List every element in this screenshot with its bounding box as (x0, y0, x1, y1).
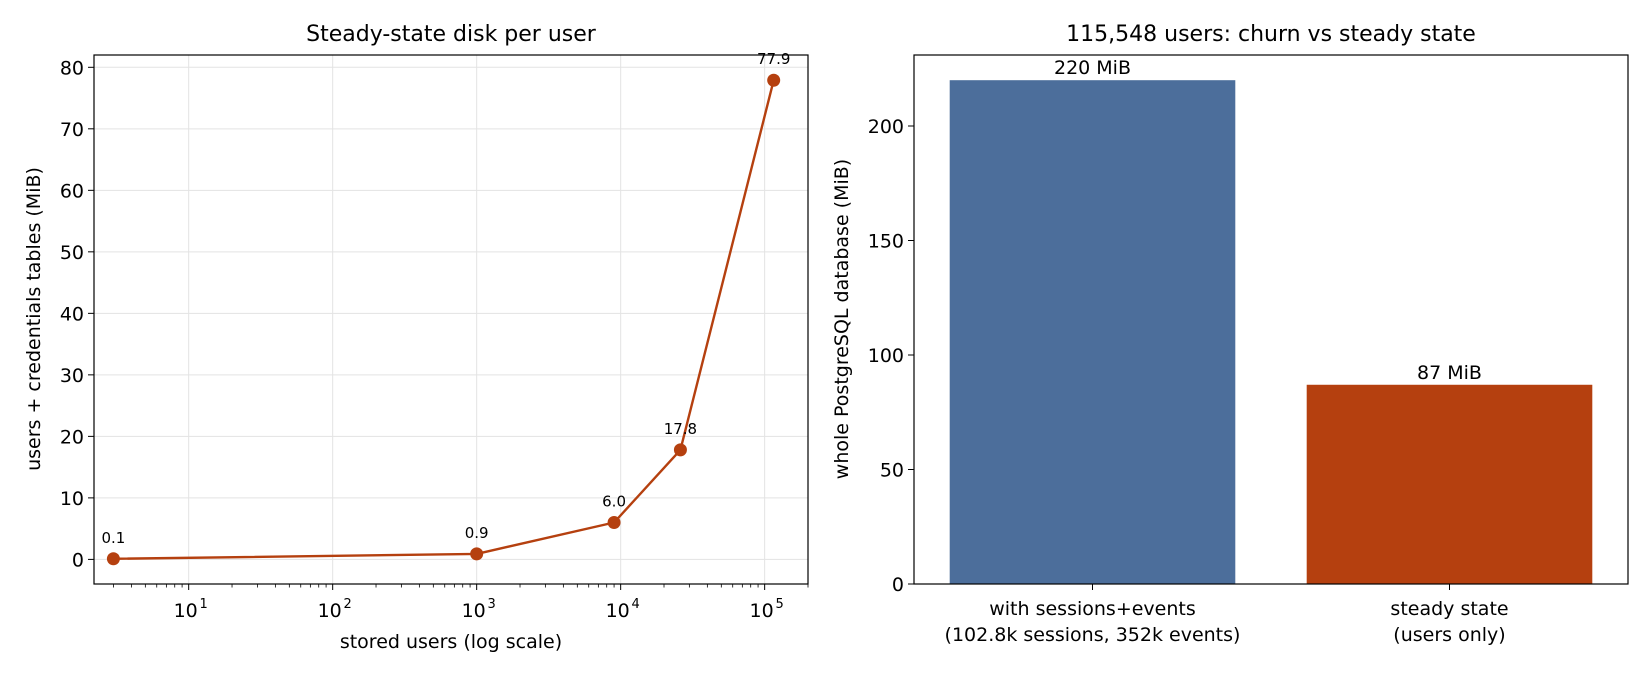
line-point-label: 17.8 (664, 420, 697, 438)
bar-y-tick-label: 50 (880, 459, 904, 481)
line-point-label: 77.9 (757, 50, 790, 68)
line-x-tick-label: 10 4 (606, 597, 640, 622)
line-series (106, 73, 781, 566)
line-y-tick-label: 0 (72, 549, 84, 571)
bar-value-label: 87 MiB (1417, 362, 1482, 384)
bar-y-tick-label: 0 (892, 574, 904, 596)
line-x-tick-exponent: 5 (776, 597, 784, 612)
bar-y-axis-ticks: 0 50 100 150 200 (868, 116, 914, 596)
line-x-tick-label: 10 3 (462, 597, 496, 622)
line-x-tick-exponent: 3 (488, 597, 496, 612)
bar-category-label: (102.8k sessions, 352k events) (945, 624, 1241, 646)
line-data-point (106, 552, 120, 566)
bar-category-label: with sessions+events (989, 598, 1196, 620)
bar-plot-frame (913, 54, 1629, 585)
bar (949, 80, 1236, 584)
bar-y-tick-label: 150 (868, 230, 904, 252)
line-x-tick-base: 10 (750, 600, 774, 622)
line-x-tick-base: 10 (174, 600, 198, 622)
line-x-tick-exponent: 4 (632, 597, 640, 612)
line-x-tick-base: 10 (606, 600, 630, 622)
line-y-tick-label: 10 (60, 488, 84, 510)
line-data-point (767, 73, 781, 87)
line-x-axis-ticks: 10 1 10 2 10 3 10 4 10 5 (112, 584, 809, 622)
line-y-tick-label: 20 (60, 426, 84, 448)
line-data-point (607, 515, 621, 529)
line-data-point (470, 547, 484, 561)
bar-value-labels: 220 MiB 87 MiB (1054, 57, 1482, 384)
bar-category-label: (users only) (1393, 624, 1505, 646)
line-x-tick-label: 10 2 (318, 597, 352, 622)
line-x-tick-label: 10 5 (750, 597, 784, 622)
line-y-tick-label: 30 (60, 365, 84, 387)
line-y-tick-label: 40 (60, 303, 84, 325)
line-gridlines (94, 55, 808, 584)
line-plot-frame (93, 54, 809, 585)
line-y-axis-ticks: 0 10 20 30 40 50 60 70 80 (60, 57, 94, 571)
bar-value-label: 220 MiB (1054, 57, 1131, 79)
line-plot-area (94, 55, 808, 584)
line-y-axis-label: users + credentials tables (MiB) (23, 167, 45, 471)
line-point-label: 6.0 (602, 492, 626, 510)
line-point-label: 0.1 (101, 529, 125, 547)
line-data-point (673, 443, 687, 457)
bar (1306, 384, 1593, 584)
line-y-tick-label: 60 (60, 180, 84, 202)
line-point-label: 0.9 (465, 524, 489, 542)
line-x-axis-label: stored users (log scale) (340, 631, 562, 653)
bar-category-label: steady state (1390, 598, 1508, 620)
line-x-tick-base: 10 (462, 600, 486, 622)
line-y-tick-label: 70 (60, 119, 84, 141)
bar-y-tick-label: 200 (868, 116, 904, 138)
bar-y-tick-label: 100 (868, 345, 904, 367)
line-x-tick-label: 10 1 (174, 597, 208, 622)
bar-y-axis-label: whole PostgreSQL database (MiB) (831, 159, 853, 479)
bar-chart-title: 115,548 users: churn vs steady state (1066, 22, 1476, 47)
line-x-tick-base: 10 (318, 600, 342, 622)
bar-chart: 0 50 100 150 200 220 MiB 87 MiB with sessions… (831, 22, 1629, 646)
line-y-tick-label: 80 (60, 57, 84, 79)
bar-x-axis-ticks: with sessions+events (102.8k sessions, 35… (945, 584, 1509, 646)
line-x-tick-exponent: 1 (200, 597, 208, 612)
line-y-tick-label: 50 (60, 242, 84, 264)
line-x-tick-exponent: 2 (344, 597, 352, 612)
bar-series (949, 80, 1593, 584)
line-chart-title: Steady-state disk per user (306, 22, 597, 47)
